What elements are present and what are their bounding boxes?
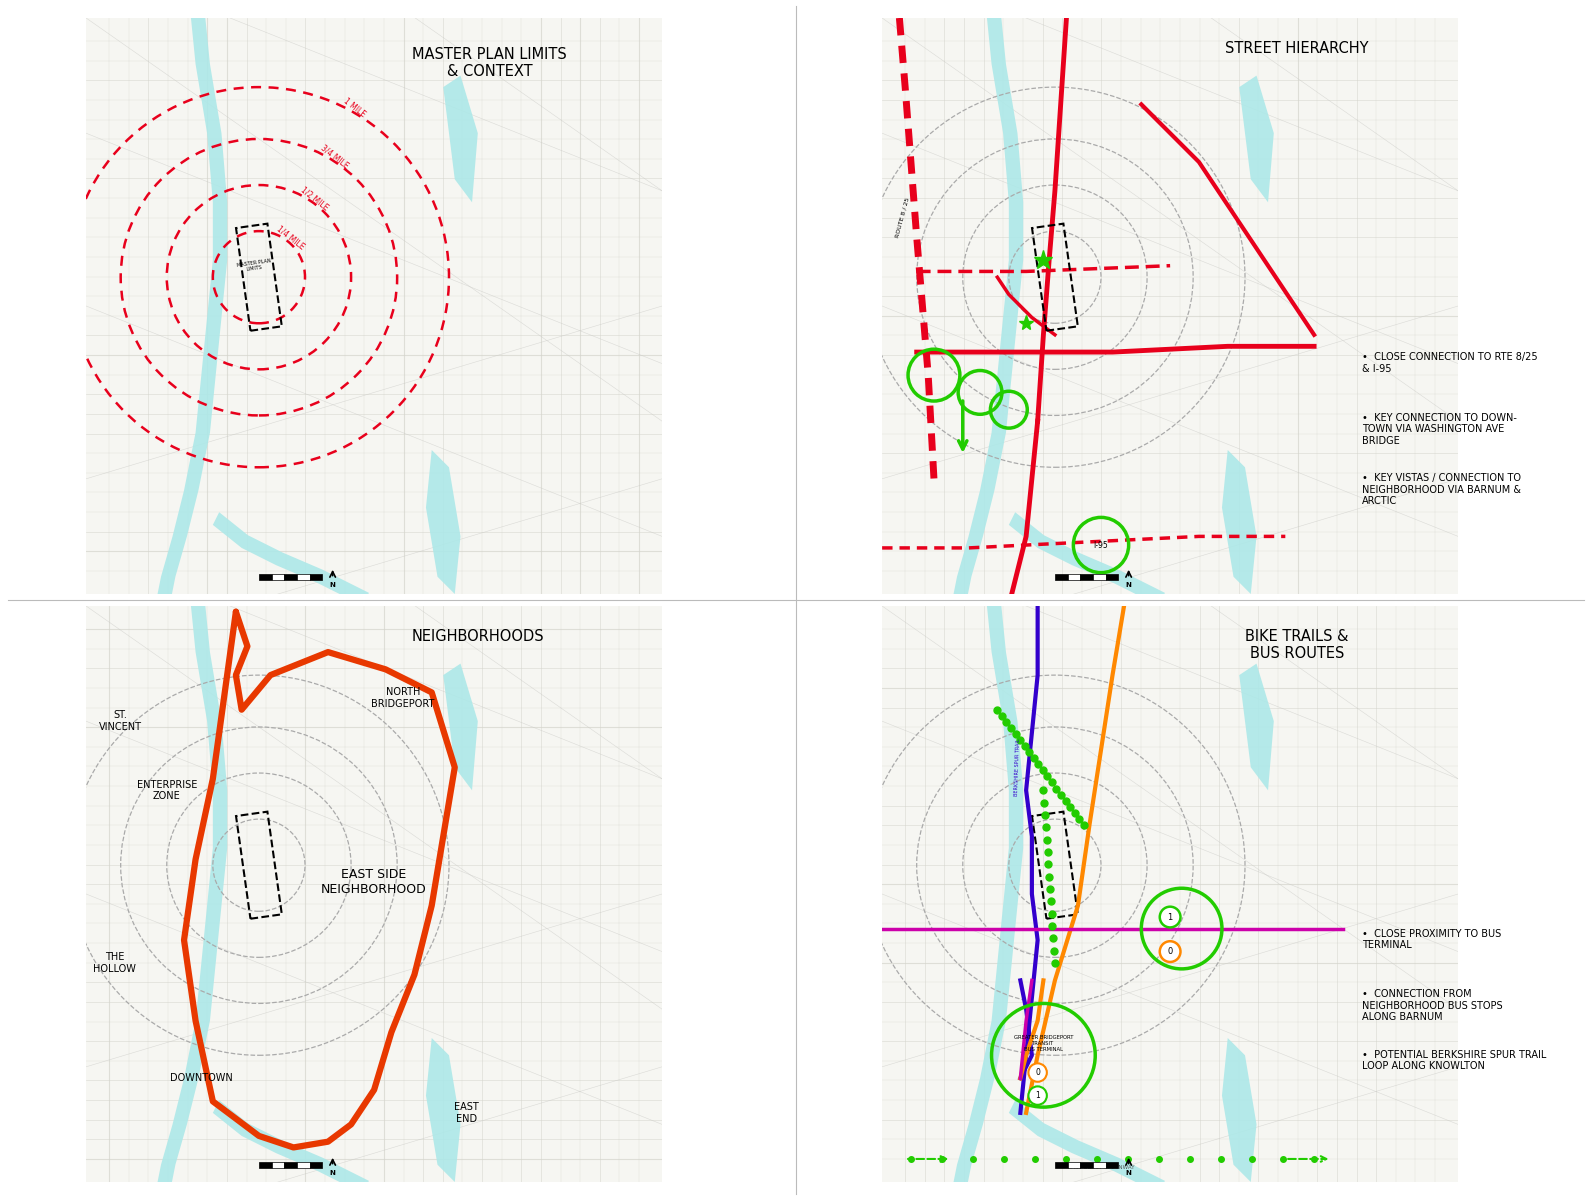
Text: DOWNTOWN: DOWNTOWN [170,1073,232,1084]
Bar [309,574,322,580]
Text: BIKE TRAILS &
BUS ROUTES: BIKE TRAILS & BUS ROUTES [1245,629,1348,661]
Text: THE
HOLLOW: THE HOLLOW [94,953,137,974]
Bar [285,574,298,580]
Polygon shape [443,664,478,791]
Polygon shape [1223,450,1256,594]
Text: N: N [1126,582,1132,588]
Text: 1/2 MILE: 1/2 MILE [299,185,330,212]
Bar [1105,1162,1118,1168]
Bar [298,574,309,580]
Polygon shape [939,6,1024,629]
Text: 0: 0 [1167,947,1173,956]
Text: 1 MILE: 1 MILE [341,97,366,119]
Bar [1068,574,1081,580]
Text: MASTER PLAN
LIMITS: MASTER PLAN LIMITS [237,258,272,274]
Bar [259,1162,272,1168]
Text: EAST SIDE
NEIGHBORHOOD: EAST SIDE NEIGHBORHOOD [322,869,427,896]
Bar [259,574,272,580]
Polygon shape [427,1038,460,1182]
Text: I-95: I-95 [1094,540,1108,550]
Polygon shape [213,1100,369,1194]
Bar [298,1162,309,1168]
Polygon shape [1239,664,1274,791]
Polygon shape [1223,1038,1256,1182]
Polygon shape [143,6,228,629]
Bar [1055,574,1068,580]
Text: •  POTENTIAL BERKSHIRE SPUR TRAIL
LOOP ALONG KNOWLTON: • POTENTIAL BERKSHIRE SPUR TRAIL LOOP AL… [1361,1050,1546,1072]
Text: •  CLOSE PROXIMITY TO BUS
TERMINAL: • CLOSE PROXIMITY TO BUS TERMINAL [1361,929,1501,950]
Text: ENTERPRISE
ZONE: ENTERPRISE ZONE [137,780,197,802]
Polygon shape [1009,512,1165,606]
Text: 1/4 MILE: 1/4 MILE [274,224,306,252]
Circle shape [1159,941,1181,962]
Polygon shape [1009,1100,1165,1194]
Text: •  KEY CONNECTION TO DOWN-
TOWN VIA WASHINGTON AVE
BRIDGE: • KEY CONNECTION TO DOWN- TOWN VIA WASHI… [1361,413,1517,445]
Bar [285,1162,298,1168]
Text: 1: 1 [1035,1091,1040,1100]
Bar [1081,1162,1094,1168]
Bar [272,1162,285,1168]
Bar [1105,574,1118,580]
Text: EAST
END: EAST END [454,1102,479,1123]
Bar [1055,1162,1068,1168]
Bar [272,574,285,580]
Text: 3/4 MILE: 3/4 MILE [320,144,350,170]
Text: 1: 1 [1167,912,1173,922]
Bar [1094,574,1105,580]
Bar [1094,1162,1105,1168]
Text: ST.
VINCENT: ST. VINCENT [99,710,142,732]
Bar [309,1162,322,1168]
Circle shape [1028,1086,1048,1105]
Text: N: N [330,1170,336,1176]
Text: •  CONNECTION FROM
NEIGHBORHOOD BUS STOPS
ALONG BARNUM: • CONNECTION FROM NEIGHBORHOOD BUS STOPS… [1361,989,1503,1022]
Text: ROUTE 8 / 25: ROUTE 8 / 25 [895,197,911,238]
Polygon shape [143,594,228,1200]
Polygon shape [443,76,478,203]
Polygon shape [427,450,460,594]
Polygon shape [213,512,369,606]
Text: N: N [1126,1170,1132,1176]
Text: •  CLOSE CONNECTION TO RTE 8/25
& I-95: • CLOSE CONNECTION TO RTE 8/25 & I-95 [1361,352,1538,373]
Text: 0: 0 [1035,1068,1040,1078]
Text: MASTER PLAN LIMITS
& CONTEXT: MASTER PLAN LIMITS & CONTEXT [412,47,567,79]
Text: NORTH
BRIDGEPORT: NORTH BRIDGEPORT [371,688,435,709]
Text: BERKSHIRE SPUR TRAIL: BERKSHIRE SPUR TRAIL [1014,738,1020,796]
Polygon shape [1239,76,1274,203]
Text: STREET HIERARCHY: STREET HIERARCHY [1226,41,1369,56]
Text: EAST COAST GREENWAY: EAST COAST GREENWAY [1068,1165,1134,1170]
Text: •  KEY VISTAS / CONNECTION TO
NEIGHBORHOOD VIA BARNUM &
ARCTIC: • KEY VISTAS / CONNECTION TO NEIGHBORHOO… [1361,473,1520,506]
Text: NEIGHBORHOODS: NEIGHBORHOODS [411,629,544,644]
Text: GREATER BRIDGEPORT
TRANSIT
BUS TERMINAL: GREATER BRIDGEPORT TRANSIT BUS TERMINAL [1014,1036,1073,1052]
Bar [1081,574,1094,580]
Circle shape [1159,907,1181,928]
Text: N: N [330,582,336,588]
Polygon shape [939,594,1024,1200]
Bar [1068,1162,1081,1168]
Circle shape [1028,1063,1048,1081]
